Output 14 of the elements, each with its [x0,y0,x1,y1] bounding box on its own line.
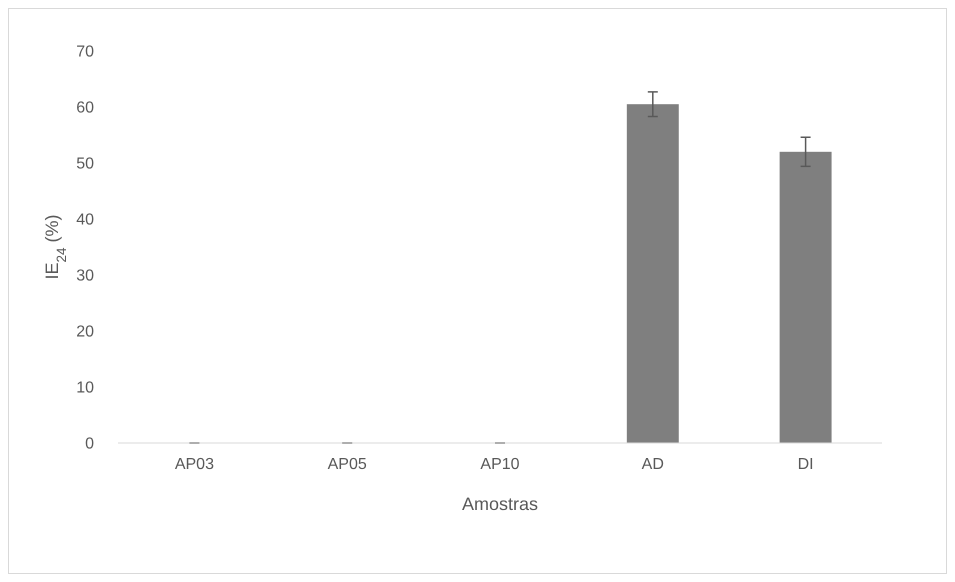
x-tick-label: AP03 [174,456,214,473]
y-tick-label: 10 [76,380,94,397]
y-tick-label: 30 [76,268,94,285]
y-tick-label: 0 [85,436,94,453]
x-tick-label: DI [798,456,814,473]
y-tick-label: 40 [76,212,94,229]
x-tick-label: AP10 [480,456,520,473]
x-axis-title: Amostras [462,494,538,514]
y-tick-label: 20 [76,324,94,341]
y-tick-label: 60 [76,100,94,117]
x-tick-label: AD [642,456,664,473]
y-tick-label: 70 [76,44,94,61]
y-tick-label: 50 [76,156,94,173]
x-tick-label: AP05 [328,456,367,473]
